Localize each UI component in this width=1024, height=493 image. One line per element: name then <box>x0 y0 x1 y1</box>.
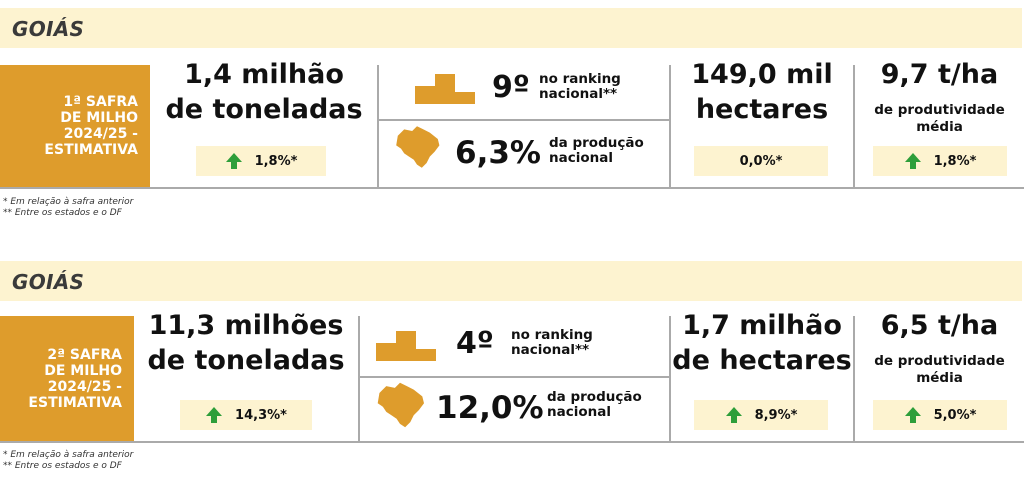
ranking-cell: 4º no ranking nacional** 12,0% da produç… <box>360 316 669 447</box>
divider <box>853 316 855 441</box>
production-value: 11,3 milhões <box>148 310 344 341</box>
area-cell: 1,7 milhão de hectares 8,9%* <box>671 310 853 447</box>
area-change-value: 8,9%* <box>754 407 798 423</box>
ranking-position: 4º <box>456 326 494 361</box>
harvest-label-line: 2024/25 - <box>63 126 138 142</box>
ranking-text-line1: no ranking <box>511 327 593 343</box>
area-change-badge: 8,9%* <box>694 400 828 430</box>
up-arrow-icon <box>904 153 921 169</box>
block-second-harvest: GOIÁS 2ª SAFRA DE MILHO 2024/25 - ESTIMA… <box>0 253 1024 493</box>
divider <box>358 316 360 441</box>
productivity-change-badge: 1,8%* <box>873 146 1007 176</box>
productivity-change-badge: 5,0%* <box>873 400 1007 430</box>
production-change-value: 14,3%* <box>235 407 287 423</box>
production-cell: 1,4 milhão de toneladas 1,8%* <box>150 59 378 196</box>
up-arrow-icon <box>725 407 742 423</box>
footnote-line: * Em relação à safra anterior <box>3 197 134 207</box>
divider <box>853 65 855 187</box>
share-text-line1: da produção <box>547 389 642 405</box>
productivity-text-line2: média <box>916 119 963 135</box>
harvest-label-line: 1ª SAFRA <box>63 94 138 110</box>
harvest-label-line: ESTIMATIVA <box>28 394 122 411</box>
divider <box>377 65 379 187</box>
divider <box>379 119 669 121</box>
harvest-label-line: 2024/25 - <box>47 378 122 395</box>
brazil-map-icon <box>396 126 440 168</box>
share-text-line1: da produção <box>549 135 644 151</box>
productivity-change-value: 1,8%* <box>933 153 977 169</box>
productivity-cell: 6,5 t/ha de produtividade média 5,0%* <box>855 310 1024 447</box>
section-header: GOIÁS <box>0 8 1022 48</box>
section-header-title: GOIÁS <box>12 270 85 294</box>
area-change-badge: 0,0%* <box>694 146 828 176</box>
ranking-position: 9º <box>492 70 530 105</box>
ranking-text-line2: nacional** <box>539 86 618 102</box>
podium-icon <box>376 331 436 361</box>
productivity-value: 6,5 t/ha <box>880 310 999 341</box>
ranking-cell: 9º no ranking nacional** 6,3% da produçã… <box>379 65 669 196</box>
footnote-line: ** Entre os estados e o DF <box>3 208 122 218</box>
production-unit: de toneladas <box>147 345 345 376</box>
area-unit: hectares <box>695 94 829 125</box>
footnote-line: ** Entre os estados e o DF <box>3 461 122 471</box>
block-first-harvest: GOIÁS 1ª SAFRA DE MILHO 2024/25 - ESTIMA… <box>0 0 1024 240</box>
up-arrow-icon <box>206 407 223 423</box>
production-change-badge: 14,3%* <box>180 400 312 430</box>
divider <box>360 376 669 378</box>
productivity-text-line2: média <box>916 370 963 386</box>
productivity-value: 9,7 t/ha <box>880 59 999 90</box>
production-unit: de toneladas <box>165 94 363 125</box>
share-value: 6,3% <box>455 135 541 171</box>
up-arrow-icon <box>225 153 242 169</box>
brazil-map-icon <box>377 382 424 428</box>
footnote: * Em relação à safra anterior ** Entre o… <box>3 197 133 219</box>
area-change-value: 0,0%* <box>739 153 783 169</box>
footnote-line: * Em relação à safra anterior <box>3 450 134 460</box>
share-value: 12,0% <box>436 390 544 426</box>
indicator-row: 1ª SAFRA DE MILHO 2024/25 - ESTIMATIVA 1… <box>0 59 1024 189</box>
harvest-label-line: DE MILHO <box>44 362 122 379</box>
share-text-line2: nacional <box>547 404 611 420</box>
area-unit: de hectares <box>672 345 852 376</box>
production-cell: 11,3 milhões de toneladas 14,3%* <box>134 310 358 447</box>
production-change-badge: 1,8%* <box>196 146 326 176</box>
harvest-label-line: ESTIMATIVA <box>44 142 138 158</box>
production-value: 1,4 milhão <box>184 59 344 90</box>
ranking-text-line1: no ranking <box>539 71 621 87</box>
divider <box>669 65 671 187</box>
production-change-value: 1,8%* <box>254 153 298 169</box>
section-header: GOIÁS <box>0 261 1022 301</box>
section-header-title: GOIÁS <box>12 17 85 41</box>
area-value: 1,7 milhão <box>682 310 842 341</box>
up-arrow-icon <box>904 407 921 423</box>
productivity-cell: 9,7 t/ha de produtividade média 1,8%* <box>855 59 1024 196</box>
harvest-label-box: 1ª SAFRA DE MILHO 2024/25 - ESTIMATIVA <box>0 65 150 187</box>
footnote: * Em relação à safra anterior ** Entre o… <box>3 450 133 472</box>
harvest-label-line: 2ª SAFRA <box>47 346 122 363</box>
ranking-text-line2: nacional** <box>511 342 590 358</box>
indicator-row: 2ª SAFRA DE MILHO 2024/25 - ESTIMATIVA 1… <box>0 310 1024 443</box>
share-text-line2: nacional <box>549 150 613 166</box>
harvest-label-box: 2ª SAFRA DE MILHO 2024/25 - ESTIMATIVA <box>0 316 134 441</box>
productivity-text-line1: de produtividade <box>874 353 1005 369</box>
productivity-text-line1: de produtividade <box>874 102 1005 118</box>
area-cell: 149,0 mil hectares 0,0%* <box>671 59 853 196</box>
area-value: 149,0 mil <box>691 59 833 90</box>
productivity-change-value: 5,0%* <box>933 407 977 423</box>
harvest-label-line: DE MILHO <box>60 110 138 126</box>
divider <box>669 316 671 441</box>
podium-icon <box>415 74 475 104</box>
